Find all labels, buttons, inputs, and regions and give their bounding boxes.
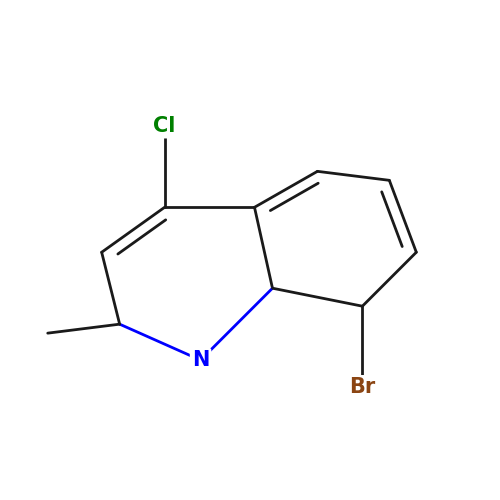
Text: N: N [192, 350, 209, 370]
Text: Cl: Cl [154, 116, 176, 136]
Text: N: N [192, 350, 209, 370]
Text: Br: Br [349, 377, 376, 397]
Text: Br: Br [349, 377, 376, 397]
Text: Cl: Cl [154, 116, 176, 136]
